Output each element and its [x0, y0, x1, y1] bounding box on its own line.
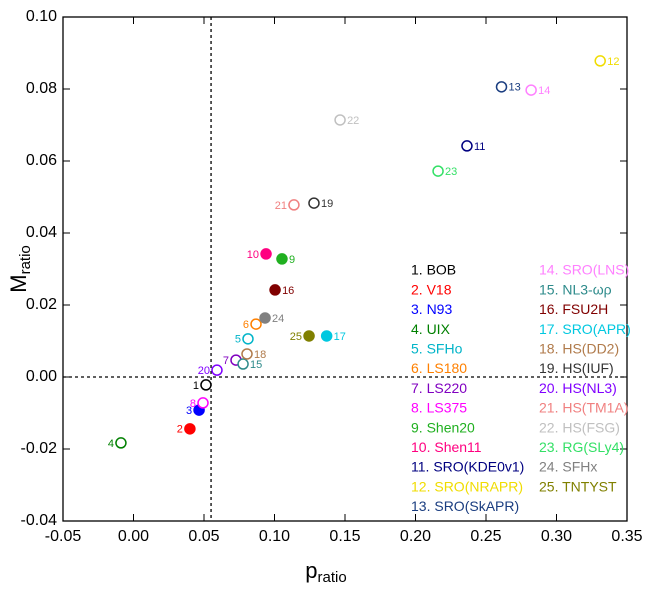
scatter-point [259, 312, 271, 324]
legend-entry: 8. LS375 [411, 400, 467, 416]
x-tick-label: 0.15 [329, 528, 360, 545]
x-tick-label: 0.35 [611, 528, 642, 545]
scatter-point [525, 84, 537, 96]
scatter-point [197, 397, 209, 409]
point-label: 16 [282, 285, 294, 297]
scatter-point [432, 165, 444, 177]
scatter-point [269, 284, 281, 296]
point-label: 14 [538, 85, 550, 97]
x-tick-label: -0.05 [45, 528, 82, 545]
legend-entry: 23. RG(SLy4) [539, 439, 624, 455]
scatter-point [303, 330, 315, 342]
scatter-point [241, 348, 253, 360]
point-label: 15 [250, 359, 262, 371]
y-tick-label: -0.04 [21, 512, 58, 529]
point-label: 12 [607, 56, 619, 68]
point-label: 19 [321, 198, 333, 210]
y-tick-label: -0.02 [21, 440, 58, 457]
scatter-point [250, 318, 262, 330]
point-label: 5 [235, 334, 241, 346]
legend-entry: 14. SRO(LNS) [539, 262, 629, 278]
legend-entry: 21. HS(TM1A) [539, 400, 628, 416]
legend-entry: 6. LS180 [411, 360, 467, 376]
legend-entry: 22. HS(FSG) [539, 419, 620, 435]
point-label: 10 [247, 249, 259, 261]
scatter-point [495, 81, 508, 93]
legend-entry: 2. V18 [411, 281, 452, 297]
scatter-point [276, 253, 288, 265]
legend-entry: 17. SRO(APR) [539, 321, 631, 337]
point-label: 2 [177, 424, 183, 436]
y-axis-title-sub: ratio [17, 245, 34, 274]
point-label: 11 [474, 141, 485, 153]
scatter-point [211, 364, 223, 376]
scatter-point [260, 248, 272, 260]
legend-entry: 11. SRO(KDE0v1) [411, 459, 524, 475]
legend-entry: 13. SRO(SkAPR) [411, 498, 519, 514]
scatter-point [594, 55, 606, 67]
point-label: 1 [193, 380, 199, 392]
scatter-point [461, 140, 473, 152]
legend-entry: 3. N93 [411, 301, 452, 317]
legend-entry: 24. SFHx [539, 459, 597, 475]
point-label: 17 [334, 331, 346, 343]
y-tick-label: 0.04 [26, 224, 57, 241]
scatter-point [200, 379, 212, 391]
scatter-point [320, 330, 333, 342]
point-label: 22 [347, 115, 359, 127]
scatter-point [288, 199, 300, 211]
x-tick-label: 0.30 [541, 528, 572, 545]
legend-entry: 25. TNTYST [539, 478, 617, 494]
point-label: 8 [190, 398, 196, 410]
legend-entry: 10. Shen11 [411, 439, 482, 455]
legend-entry: 7. LS220 [411, 380, 467, 396]
point-label: 7 [223, 355, 229, 367]
x-tick-label: 0.05 [188, 528, 219, 545]
point-label: 21 [275, 200, 287, 212]
legend-entry: 1. BOB [411, 262, 456, 278]
scatter-point [184, 423, 196, 435]
point-label: 20 [198, 365, 210, 377]
point-label: 6 [243, 319, 249, 331]
point-label: 23 [445, 166, 457, 178]
x-axis-title-main: p [305, 558, 317, 583]
legend-entry: 15. NL3-ωρ [539, 281, 612, 297]
legend-entry: 5. SFHo [411, 341, 463, 357]
point-label: 18 [254, 349, 266, 361]
point-label: 24 [272, 313, 284, 325]
x-tick-label: 0.00 [118, 528, 149, 545]
y-axis-title: Mratio [6, 245, 34, 293]
x-axis-title-sub: ratio [318, 569, 347, 586]
y-tick-label: 0.02 [26, 296, 57, 313]
y-axis-title-main: M [6, 274, 31, 292]
x-tick-label: 0.20 [400, 528, 431, 545]
legend-entry: 12. SRO(NRAPR) [411, 478, 523, 494]
point-label: 13 [509, 82, 521, 94]
y-tick-label: 0.00 [26, 368, 57, 385]
x-tick-label: 0.25 [470, 528, 501, 545]
point-label: 25 [290, 331, 302, 343]
scatter-point [242, 333, 254, 345]
legend-entry: 20. HS(NL3) [539, 380, 617, 396]
point-label: 9 [289, 254, 295, 266]
point-label: 3 [186, 405, 192, 417]
scatter-point [115, 437, 127, 449]
legend-entry: 9. Shen20 [411, 419, 475, 435]
x-tick-label: 0.10 [259, 528, 290, 545]
y-tick-label: 0.06 [26, 152, 57, 169]
scatter-point [237, 358, 249, 370]
point-label: 4 [108, 438, 114, 450]
y-tick-label: 0.08 [26, 80, 57, 97]
legend-entry: 16. FSU2H [539, 301, 608, 317]
scatter-point [308, 197, 320, 209]
x-axis-title: pratio [305, 558, 346, 586]
y-tick-label: 0.10 [26, 8, 57, 25]
legend-entry: 18. HS(DD2) [539, 341, 619, 357]
scatter-point [334, 114, 346, 126]
legend-entry: 19. HS(IUF) [539, 360, 614, 376]
legend-entry: 4. UIX [411, 321, 451, 337]
